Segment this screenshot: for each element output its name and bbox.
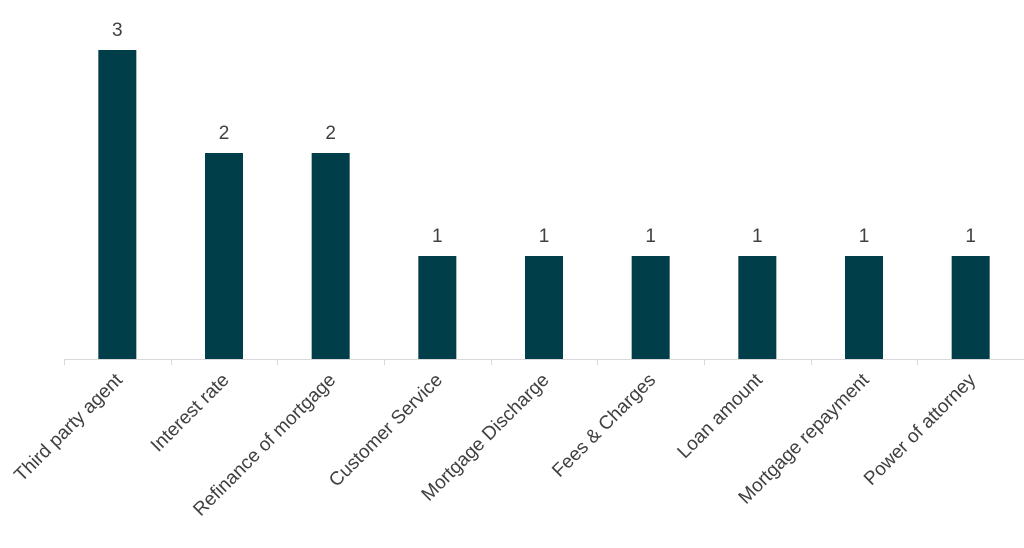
bar-value-label: 1 xyxy=(859,226,870,247)
bar-value-label: 1 xyxy=(539,226,550,247)
bar xyxy=(738,256,777,359)
bar-value-label: 3 xyxy=(112,20,123,41)
bar-value-label: 2 xyxy=(325,123,336,144)
x-axis-category-label: Power of attorney xyxy=(860,369,980,489)
bar-value-label: 1 xyxy=(752,226,763,247)
x-axis-category-label: Loan amount xyxy=(674,369,768,463)
x-axis-category-label: Interest rate xyxy=(147,370,234,457)
bar xyxy=(418,256,457,359)
bar xyxy=(631,256,670,359)
bar-value-label: 1 xyxy=(645,226,656,247)
bar-value-label: 1 xyxy=(965,226,976,247)
x-axis-labels-group: Third party agent Interest rateRefinance … xyxy=(10,369,980,520)
x-axis-ticks-group xyxy=(64,359,918,365)
bar xyxy=(951,256,990,359)
bar xyxy=(98,50,137,359)
bar xyxy=(205,153,243,359)
bars-group xyxy=(98,50,990,359)
x-axis-category-label: Fees & Charges xyxy=(548,370,660,482)
bar-value-label: 2 xyxy=(219,123,230,144)
bar xyxy=(311,153,350,359)
x-axis-category-label: Third party agent xyxy=(10,369,127,486)
bar xyxy=(525,256,563,359)
bar-value-label: 1 xyxy=(432,226,443,247)
x-axis-category-label: Customer Service xyxy=(325,370,447,492)
value-labels-group: 3 2 2 1 1 1 1 1 1 xyxy=(112,20,976,247)
bar xyxy=(845,256,883,359)
